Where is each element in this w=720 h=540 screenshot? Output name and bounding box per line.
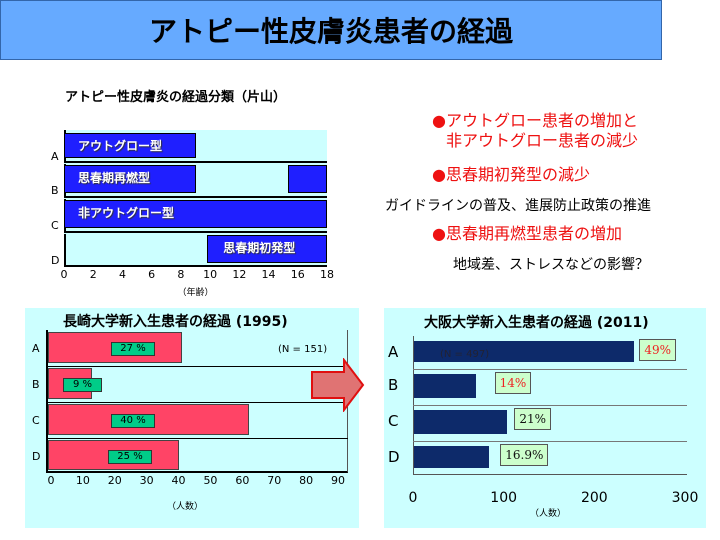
row-divider — [64, 196, 327, 199]
title-banner: アトピー性皮膚炎患者の経過 — [0, 0, 662, 60]
percent-label: 16.9% — [500, 444, 549, 466]
x-tick: 100 — [490, 490, 518, 506]
row-divider — [64, 161, 327, 164]
bar-segment — [207, 235, 327, 263]
note-sub-1: ガイドラインの普及、進展防止政策の推進 — [385, 198, 651, 214]
x-tick: 50 — [203, 474, 218, 487]
x-tick: 2 — [89, 268, 97, 281]
row-label: A — [32, 342, 40, 355]
x-tick: 8 — [177, 268, 185, 281]
bar — [414, 374, 476, 398]
chart2-title: 長崎大学新入生患者の経過 (1995) — [63, 314, 288, 330]
arrow-right-icon — [311, 358, 365, 412]
bar-label: アウトグロー型 — [78, 139, 163, 153]
x-tick: 0 — [408, 490, 418, 506]
note-bullet-2: ●思春期初発型の減少 — [432, 165, 590, 184]
row-label: B — [388, 376, 399, 394]
x-tick: 30 — [139, 474, 154, 487]
percent-label: 49% — [639, 339, 676, 361]
row-label: A — [388, 343, 399, 361]
note-bullet-1: ●アウトグロー患者の増加と — [432, 111, 638, 130]
row-label: C — [32, 414, 40, 427]
bar — [414, 341, 635, 362]
row-divider — [46, 438, 348, 439]
x-tick: 10 — [75, 474, 90, 487]
x-tick: 0 — [60, 268, 68, 281]
row-divider — [413, 369, 687, 370]
x-tick: 0 — [47, 474, 55, 487]
row-divider — [413, 405, 687, 406]
row-label: C — [51, 218, 59, 232]
bar — [414, 446, 490, 468]
x-tick: 70 — [267, 474, 282, 487]
x-axis-label: （人数） — [166, 502, 204, 512]
bar-label: 思春期再燃型 — [78, 171, 151, 185]
x-tick: 4 — [118, 268, 126, 281]
row-label: D — [388, 448, 400, 466]
percent-label: 25 % — [108, 450, 152, 464]
bar-label: 非アウトグロー型 — [78, 206, 175, 220]
x-tick: 18 — [320, 268, 334, 281]
row-label: A — [51, 150, 59, 163]
x-tick: 6 — [148, 268, 156, 281]
row-label: C — [388, 412, 399, 430]
x-axis-label: （人数） — [529, 509, 567, 519]
x-tick: 14 — [261, 268, 276, 281]
percent-label: 9 % — [63, 378, 102, 392]
x-tick: 80 — [299, 474, 314, 487]
bar-label: 思春期初発型 — [223, 241, 296, 255]
row-divider — [413, 441, 687, 442]
row-label: D — [51, 253, 60, 267]
percent-label: 14% — [494, 372, 532, 394]
chart1-title: アトピー性皮膚炎の経過分類（片山） — [65, 90, 287, 105]
bar-segment — [287, 165, 327, 193]
row-divider — [64, 231, 327, 234]
note-sub-2: 地域差、ストレスなどの影響？ — [453, 257, 649, 273]
chart3-title: 大阪大学新入生患者の経過 (2011) — [424, 315, 649, 331]
page-title: アトピー性皮膚炎患者の経過 — [148, 15, 513, 48]
x-tick: 40 — [171, 474, 186, 487]
row-label: B — [32, 378, 40, 391]
note-bullet-3: ●思春期再燃型患者の増加 — [432, 224, 622, 243]
bar — [414, 410, 508, 434]
x-tick: 200 — [580, 490, 608, 506]
bar-segment — [64, 200, 327, 228]
row-label: B — [51, 183, 59, 197]
x-tick: 16 — [290, 268, 305, 281]
course-classification-chart: A アウトグロー型 B 思春期再燃型 C 非アウトグロー型 D 思春期初発型 0 2 4 6 8 10 12… — [0, 0, 360, 300]
chart3-n: (N = 497) — [440, 349, 490, 360]
x-tick: 90 — [331, 474, 345, 487]
percent-label: 21% — [514, 408, 552, 430]
bar-segment — [64, 165, 196, 193]
row-divider — [46, 402, 348, 403]
x-tick: 60 — [235, 474, 250, 487]
percent-label: 40 % — [111, 414, 155, 428]
x-tick: 20 — [107, 474, 122, 487]
percent-label: 27 % — [111, 342, 155, 356]
row-label: D — [32, 450, 41, 463]
bar-segment — [64, 133, 196, 158]
note-bullet-1-cont: 非アウトグロー患者の減少 — [446, 131, 639, 150]
x-tick: 10 — [203, 268, 218, 281]
row-divider — [46, 366, 348, 367]
x-tick: 12 — [232, 268, 247, 281]
x-tick: 300 — [671, 490, 699, 506]
chart2-n: (N = 151) — [278, 344, 328, 355]
x-axis-label: （年齢） — [177, 288, 214, 298]
